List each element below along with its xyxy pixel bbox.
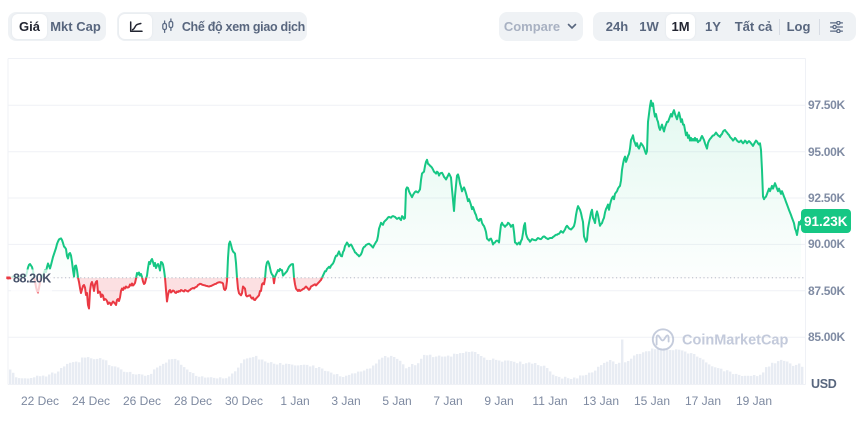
svg-text:88.20K: 88.20K bbox=[13, 272, 51, 286]
svg-text:CoinMarketCap: CoinMarketCap bbox=[682, 333, 788, 349]
